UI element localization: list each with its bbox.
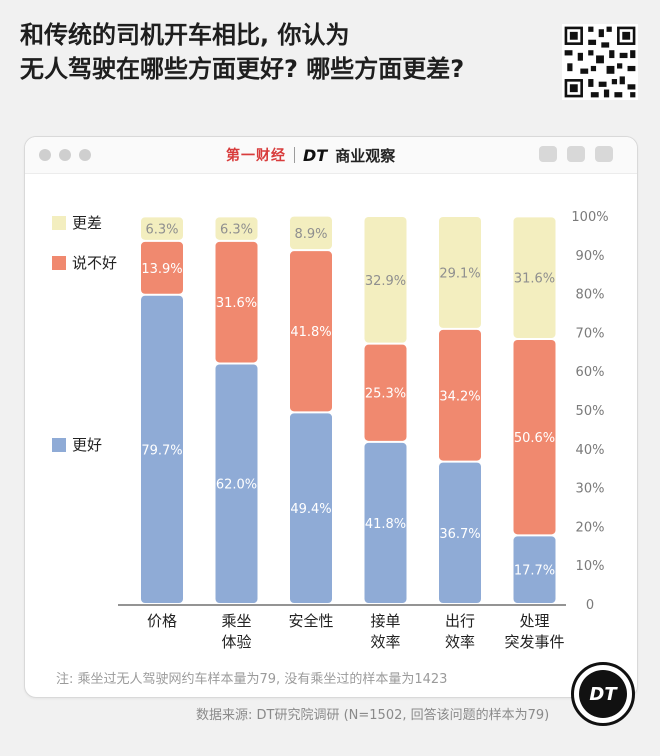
bar-worse bbox=[364, 217, 407, 343]
data-label: 17.7% bbox=[514, 564, 555, 579]
y-tick-label: 10% bbox=[576, 559, 605, 574]
data-source: 数据来源: DT研究院调研 (N=1502, 回答该问题的样本为79) bbox=[196, 708, 550, 723]
legend-label-better: 更好 bbox=[72, 436, 102, 454]
legend-label-neutral: 说不好 bbox=[72, 254, 117, 272]
dt-badge-logo: DT bbox=[571, 662, 635, 726]
data-label: 31.6% bbox=[216, 296, 257, 311]
data-label: 25.3% bbox=[365, 387, 406, 402]
data-label: 34.2% bbox=[439, 389, 480, 404]
bar-neutral bbox=[439, 329, 481, 461]
title-line-2: 无人驾驶在哪些方面更好? 哪些方面更差? bbox=[20, 55, 465, 83]
data-label: 62.0% bbox=[216, 478, 257, 493]
legend-swatch-worse bbox=[52, 216, 66, 230]
data-label: 6.3% bbox=[220, 223, 253, 238]
data-label: 29.1% bbox=[439, 266, 480, 281]
bar-neutral bbox=[215, 241, 258, 363]
title-line-1: 和传统的司机开车相比, 你认为 bbox=[20, 21, 350, 49]
data-label: 8.9% bbox=[294, 227, 327, 242]
data-label: 31.6% bbox=[514, 272, 555, 287]
bar-neutral bbox=[290, 251, 332, 412]
y-tick-label: 80% bbox=[576, 288, 605, 303]
data-label: 41.8% bbox=[365, 517, 406, 532]
y-tick-label: 100% bbox=[571, 210, 608, 225]
bar-neutral bbox=[141, 241, 183, 294]
data-label: 49.4% bbox=[290, 502, 331, 517]
bar-neutral bbox=[513, 339, 556, 535]
data-label: 36.7% bbox=[439, 527, 480, 542]
brand-name: 商业观察 bbox=[335, 146, 396, 165]
bar-worse bbox=[513, 217, 556, 338]
x-tick-label: 出行 bbox=[445, 612, 475, 630]
footnote: 注: 乘坐过无人驾驶网约车样本量为79, 没有乘坐过的样本量为1423 bbox=[56, 672, 448, 687]
bar-worse bbox=[215, 217, 258, 240]
bar-better bbox=[290, 413, 332, 603]
legend-swatch-better bbox=[52, 438, 66, 452]
dt-logo: DT bbox=[303, 145, 328, 165]
data-label: 50.6% bbox=[514, 431, 555, 446]
bar-worse bbox=[439, 217, 481, 328]
y-tick-label: 40% bbox=[576, 443, 605, 458]
y-tick-label: 90% bbox=[576, 249, 605, 264]
close-dot-icon bbox=[39, 149, 51, 161]
bar-worse bbox=[141, 217, 183, 240]
y-tick-label: 60% bbox=[576, 365, 605, 380]
x-tick-label: 乘坐 bbox=[221, 612, 251, 630]
stacked-bar-chart: 0 10% 20% 30% 40% 50% 60% 70% 80% 90% 100% 79.7% 13.… bbox=[52, 210, 609, 651]
legend-label-worse: 更差 bbox=[72, 214, 102, 232]
chart-title: 和传统的司机开车相比, 你认为 无人驾驶在哪些方面更好? 哪些方面更差? bbox=[20, 18, 540, 86]
home-icon bbox=[567, 146, 585, 162]
bar-better bbox=[364, 442, 407, 603]
bar-worse bbox=[290, 216, 332, 250]
data-label: 6.3% bbox=[145, 223, 178, 238]
bar-better bbox=[141, 295, 183, 603]
data-label: 41.8% bbox=[290, 325, 331, 340]
dt-badge-text: DT bbox=[579, 670, 627, 718]
x-tick-label: 安全性 bbox=[288, 612, 333, 630]
folder-icon bbox=[595, 146, 613, 162]
brand-divider bbox=[294, 147, 295, 163]
data-label: 79.7% bbox=[141, 443, 182, 458]
x-tick-label: 效率 bbox=[370, 633, 400, 651]
x-tick-label: 体验 bbox=[221, 633, 251, 651]
qr-code-icon bbox=[562, 24, 638, 100]
bar-better bbox=[439, 462, 481, 603]
x-tick-label: 效率 bbox=[445, 633, 475, 651]
data-label: 32.9% bbox=[365, 274, 406, 289]
window-toolbar: 第一财经 DT 商业观察 bbox=[25, 137, 637, 174]
x-tick-label: 处理 bbox=[519, 612, 549, 630]
yicai-logo: 第一财经 bbox=[226, 148, 286, 164]
minimize-dot-icon bbox=[59, 149, 71, 161]
y-tick-label: 0 bbox=[586, 598, 594, 613]
maximize-dot-icon bbox=[79, 149, 91, 161]
bar-better bbox=[513, 536, 556, 603]
y-tick-label: 70% bbox=[576, 326, 605, 341]
y-tick-label: 20% bbox=[576, 520, 605, 535]
y-tick-label: 30% bbox=[576, 482, 605, 497]
legend-swatch-neutral bbox=[52, 256, 66, 270]
brand-header: 第一财经 DT 商业观察 bbox=[226, 143, 395, 167]
bar-neutral bbox=[364, 344, 407, 441]
x-tick-label: 接单 bbox=[370, 612, 400, 630]
x-tick-label: 价格 bbox=[147, 612, 177, 630]
bar-better bbox=[215, 364, 258, 603]
chat-icon bbox=[539, 146, 557, 162]
data-label: 13.9% bbox=[141, 262, 182, 277]
y-tick-label: 50% bbox=[576, 404, 605, 419]
x-tick-label: 突发事件 bbox=[504, 633, 564, 651]
